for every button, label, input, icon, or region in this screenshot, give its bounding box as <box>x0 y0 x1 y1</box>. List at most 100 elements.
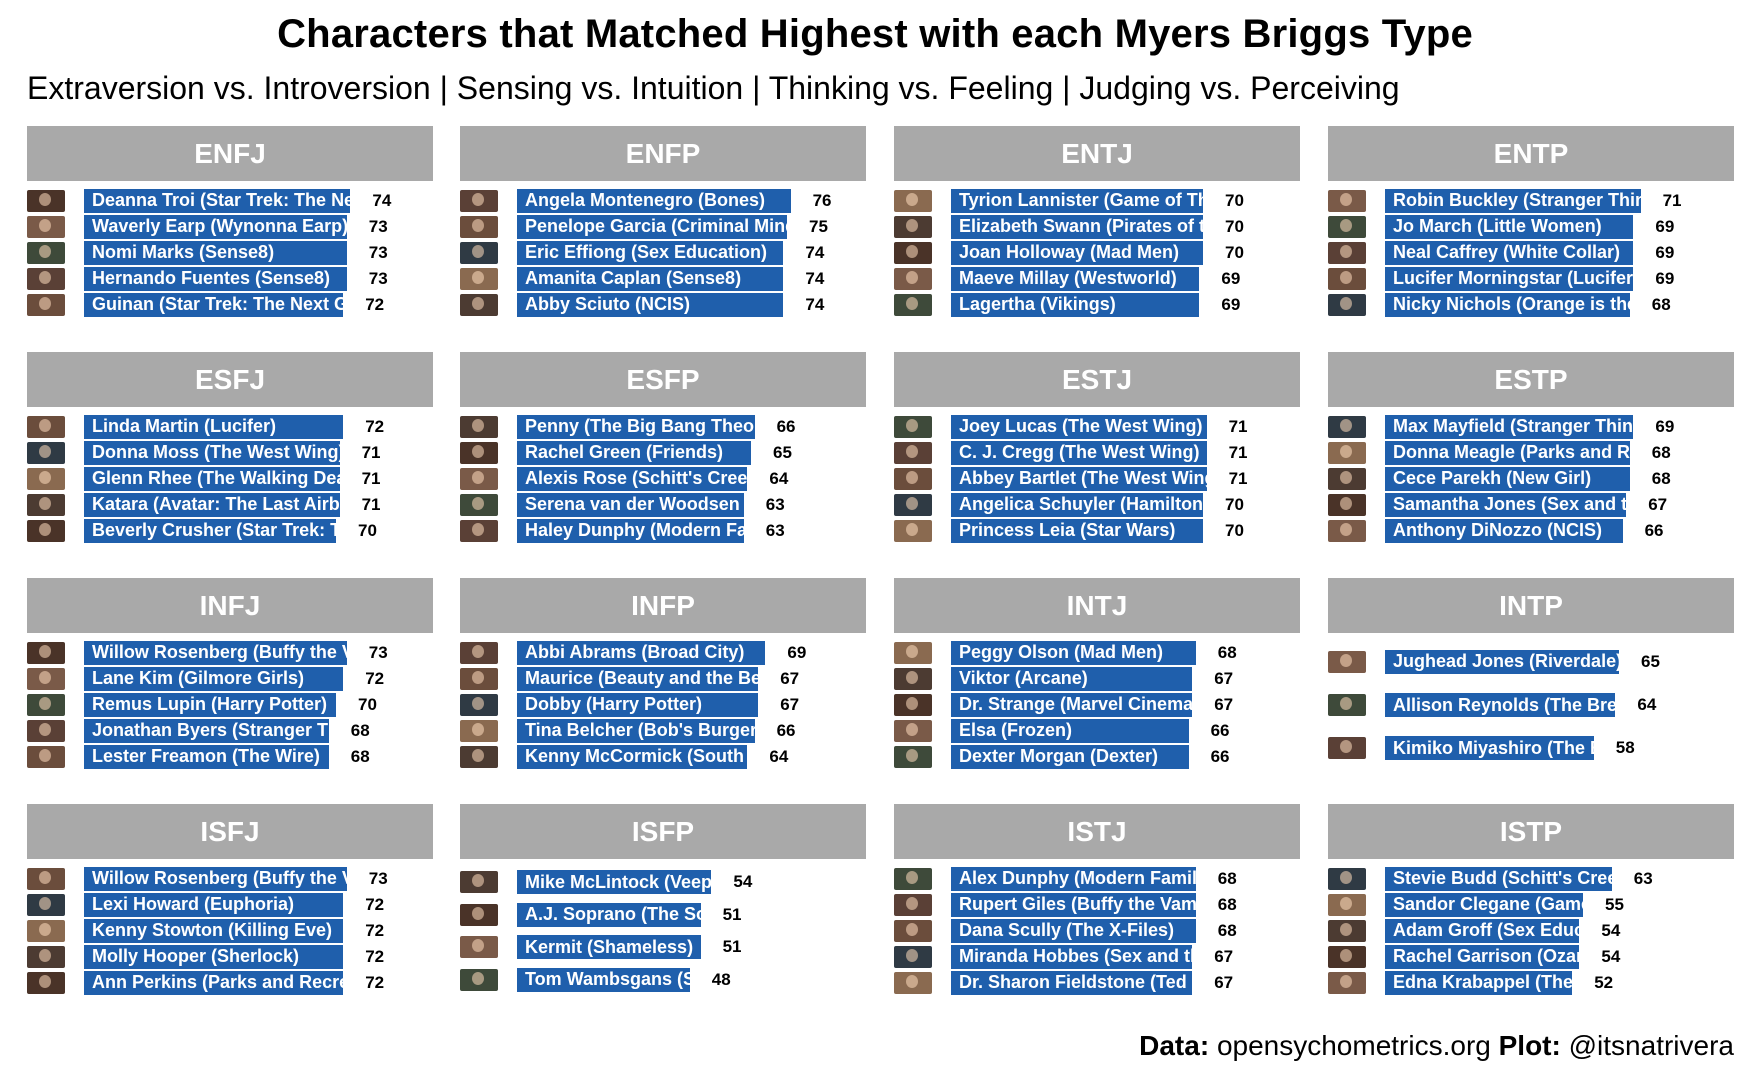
bar: Kimiko Miyashiro (The B <box>1385 736 1594 761</box>
bar-row: Stevie Budd (Schitt's Cree 63 <box>1328 867 1734 891</box>
bar-row: Dr. Strange (Marvel Cinemat 67 <box>894 693 1300 717</box>
value-label: 70 <box>1225 520 1244 540</box>
panel-header: ENFP <box>460 126 866 181</box>
character-photo <box>27 293 65 316</box>
footer-plot-author: @itsnatrivera <box>1568 1030 1734 1061</box>
bar: Lane Kim (Gilmore Girls) <box>84 667 344 691</box>
character-photo <box>27 745 65 768</box>
character-photo <box>460 719 498 742</box>
value-label: 48 <box>711 969 731 989</box>
bar-row: Ann Perkins (Parks and Recre 72 <box>27 971 433 995</box>
character-photo <box>27 189 65 212</box>
character-photo <box>460 467 498 490</box>
bar: Waverly Earp (Wynonna Earp) <box>84 215 347 239</box>
bar-row: Beverly Crusher (Star Trek: T 70 <box>27 519 433 543</box>
character-photo <box>1328 267 1366 290</box>
bar-row: Elsa (Frozen) 66 <box>894 719 1300 743</box>
character-photo <box>460 267 498 290</box>
value-label: 67 <box>1214 668 1234 688</box>
bar: Dr. Sharon Fieldstone (Ted L <box>951 971 1193 995</box>
character-photo <box>894 441 932 464</box>
bar: Dana Scully (The X-Files) <box>951 919 1196 943</box>
character-photo <box>894 693 932 716</box>
bar: Katara (Avatar: The Last Airbe <box>84 493 340 517</box>
value-label: 74 <box>372 190 392 210</box>
character-photo <box>894 919 932 942</box>
bar: Sandor Clegane (Game <box>1385 893 1583 917</box>
bar-row: Lucifer Morningstar (Lucifer) 69 <box>1328 267 1734 291</box>
bar: C. J. Cregg (The West Wing) <box>951 441 1207 465</box>
bar: Ann Perkins (Parks and Recre <box>84 971 344 995</box>
bar: Serena van der Woodsen ( <box>517 493 744 517</box>
character-photo <box>460 968 498 991</box>
character-photo <box>27 693 65 716</box>
bar-row: Waverly Earp (Wynonna Earp) 73 <box>27 215 433 239</box>
bar-row: Samantha Jones (Sex and th 67 <box>1328 493 1734 517</box>
character-photo <box>460 441 498 464</box>
panel-enfj: ENFJ Deanna Troi (Star Trek: The Ne 74 Wave… <box>27 126 433 330</box>
value-label: 71 <box>361 468 381 488</box>
bar-row: Adam Groff (Sex Educ 54 <box>1328 919 1734 943</box>
character-photo <box>894 189 932 212</box>
bar: Hernando Fuentes (Sense8) <box>84 267 347 291</box>
value-label: 68 <box>1217 920 1237 940</box>
character-photo <box>894 667 932 690</box>
bar: Amanita Caplan (Sense8) <box>517 267 784 291</box>
bar-row: Tina Belcher (Bob's Burgers 66 <box>460 719 866 743</box>
character-photo <box>460 667 498 690</box>
bar-row: A.J. Soprano (The So 51 <box>460 902 866 927</box>
panel-header: INFJ <box>27 578 433 633</box>
bar: Beverly Crusher (Star Trek: T <box>84 519 336 543</box>
bar-row: Joan Holloway (Mad Men) 70 <box>894 241 1300 265</box>
panel-header: ISFJ <box>27 804 433 859</box>
bar-row: Kenny McCormick (South 64 <box>460 745 866 769</box>
bar: Jughead Jones (Riverdale) <box>1385 649 1619 674</box>
bar: Viktor (Arcane) <box>951 667 1193 691</box>
value-label: 70 <box>1225 216 1244 236</box>
bar-row: Dr. Sharon Fieldstone (Ted L 67 <box>894 971 1300 995</box>
bar: Maeve Millay (Westworld) <box>951 267 1200 291</box>
bar-row: Penelope Garcia (Criminal Mind 75 <box>460 215 866 239</box>
character-photo <box>460 871 498 894</box>
panel-istp: ISTP Stevie Budd (Schitt's Cree 63 Sandor C… <box>1328 804 1734 1008</box>
bar-row: Jonathan Byers (Stranger Th 68 <box>27 719 433 743</box>
bar: Allison Reynolds (The Brea <box>1385 693 1616 717</box>
bar-row: Neal Caffrey (White Collar) 69 <box>1328 241 1734 265</box>
value-label: 67 <box>780 694 800 714</box>
value-label: 72 <box>365 668 385 688</box>
value-label: 74 <box>805 268 825 288</box>
bar-row: Haley Dunphy (Modern Fa 63 <box>460 519 866 543</box>
value-label: 66 <box>776 416 796 436</box>
bar: Deanna Troi (Star Trek: The Ne <box>84 189 351 213</box>
bar-row: Abbi Abrams (Broad City) 69 <box>460 641 866 665</box>
panel-estj: ESTJ Joey Lucas (The West Wing) 71 C. J. Cr… <box>894 352 1300 556</box>
bar-row: Tyrion Lannister (Game of Th 70 <box>894 189 1300 213</box>
bar: Joan Holloway (Mad Men) <box>951 241 1203 265</box>
panel-header: ESFP <box>460 352 866 407</box>
bar-row: Viktor (Arcane) 67 <box>894 667 1300 691</box>
value-label: 76 <box>812 190 832 210</box>
value-label: 68 <box>1217 642 1237 662</box>
bar: Donna Meagle (Parks and Re <box>1385 441 1630 465</box>
chart-subtitle: Extraversion vs. Introversion | Sensing … <box>27 70 1400 106</box>
bar-row: Dobby (Harry Potter) 67 <box>460 693 866 717</box>
character-photo <box>1328 867 1366 890</box>
value-label: 71 <box>1228 442 1248 462</box>
value-label: 73 <box>368 216 388 236</box>
bar: Kenny Stowton (Killing Eve) <box>84 919 344 943</box>
value-label: 54 <box>1601 920 1621 940</box>
footer-data-source: opensychometrics.org <box>1216 1030 1491 1061</box>
value-label: 69 <box>1655 216 1675 236</box>
value-label: 73 <box>368 242 388 262</box>
bar: Lucifer Morningstar (Lucifer) <box>1385 267 1634 291</box>
bar: Abbey Bartlet (The West Wing <box>951 467 1207 491</box>
value-label: 64 <box>769 746 789 766</box>
bar-row: Nomi Marks (Sense8) 73 <box>27 241 433 265</box>
bar-row: Donna Meagle (Parks and Re 68 <box>1328 441 1734 465</box>
bar-row: Eric Effiong (Sex Education) 74 <box>460 241 866 265</box>
bar: Neal Caffrey (White Collar) <box>1385 241 1634 265</box>
bar-row: Abby Sciuto (NCIS) 74 <box>460 293 866 317</box>
character-photo <box>27 893 65 916</box>
bar-row: Lane Kim (Gilmore Girls) 72 <box>27 667 433 691</box>
bar: Rachel Green (Friends) <box>517 441 751 465</box>
